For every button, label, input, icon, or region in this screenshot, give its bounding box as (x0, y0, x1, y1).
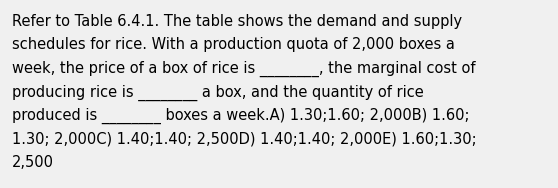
Text: week, the price of a box of rice is ________, the marginal cost of: week, the price of a box of rice is ____… (12, 61, 475, 77)
Text: schedules for rice. With a production quota of 2,000 boxes a: schedules for rice. With a production qu… (12, 37, 455, 52)
Text: producing rice is ________ a box, and the quantity of rice: producing rice is ________ a box, and th… (12, 84, 424, 101)
Text: produced is ________ boxes a week.A) 1.30;1.60; 2,000B) 1.60;: produced is ________ boxes a week.A) 1.3… (12, 108, 469, 124)
Text: Refer to Table 6.4.1. The table shows the demand and supply: Refer to Table 6.4.1. The table shows th… (12, 14, 462, 29)
Text: 1.30; 2,000C) 1.40;1.40; 2,500D) 1.40;1.40; 2,000E) 1.60;1.30;: 1.30; 2,000C) 1.40;1.40; 2,500D) 1.40;1.… (12, 131, 477, 146)
Text: 2,500: 2,500 (12, 155, 54, 170)
